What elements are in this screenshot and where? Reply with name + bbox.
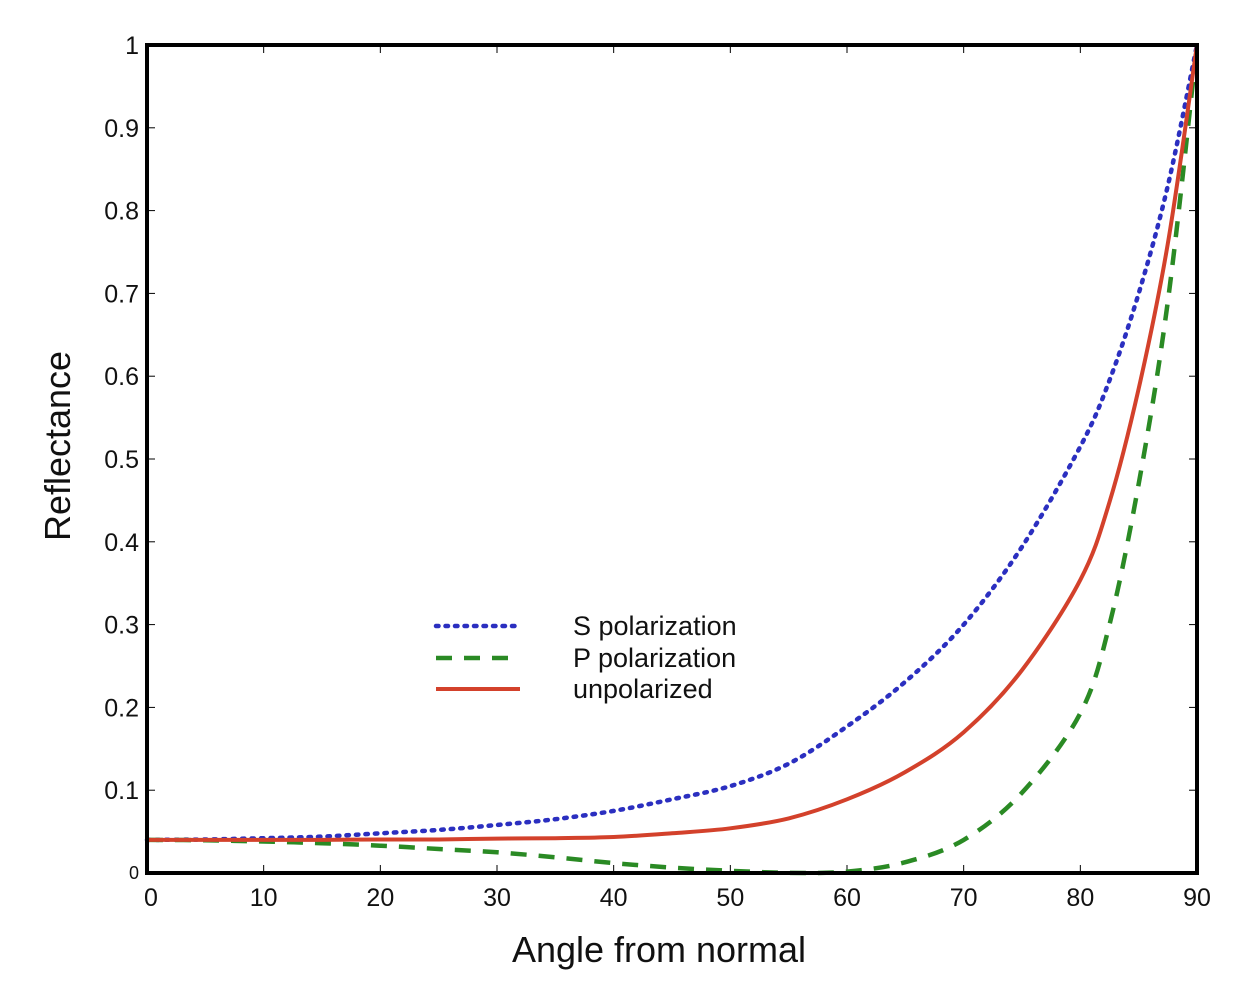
y-tick-label: 0 [129,863,139,883]
legend-label-p-polarization: P polarization [573,643,736,673]
series-line-s-polarization [144,42,1200,843]
y-tick-label: 0.5 [104,446,139,474]
x-axis-label: Angle from normal [512,929,806,970]
y-tick-label: 0.2 [104,694,139,722]
y-axis-label: Reflectance [37,351,78,541]
legend: S polarization P polarization unpolarize… [433,611,737,704]
x-tick-label: 60 [833,884,861,912]
legend-label-unpolarized: unpolarized [573,674,713,704]
y-tick-label: 1 [125,32,139,60]
x-tick-label: 70 [950,884,978,912]
legend-label-s-polarization: S polarization [573,611,737,641]
x-tick-label: 0 [144,884,158,912]
y-tick-label: 0.3 [104,612,139,640]
series-line-unpolarized [147,44,1199,842]
series-layer [144,42,1200,876]
y-tick-label: 0.4 [104,529,139,557]
x-tick-label: 50 [716,884,744,912]
plot-frame [145,43,1199,875]
x-tick-label: 20 [366,884,394,912]
x-tick-label: 40 [600,884,628,912]
x-tick-label: 80 [1066,884,1094,912]
x-tick-label: 90 [1183,884,1211,912]
series-line-p-polarization [146,44,1200,876]
y-tick-label: 0.1 [104,777,139,805]
y-axis-label-group: Reflectance [37,351,78,541]
y-tick-label: 0.8 [104,198,139,226]
y-tick-label: 0.7 [104,280,139,308]
y-tick-label: 0.6 [104,363,139,391]
y-tick-label: 0.9 [104,115,139,143]
x-tick-label: 30 [483,884,511,912]
x-tick-label: 10 [250,884,278,912]
axis-ticks: 0 10 20 30 40 50 60 70 80 90 0 0.1 0.2 0.3 0.4 0.5 0.6 0.… [104,32,1211,912]
